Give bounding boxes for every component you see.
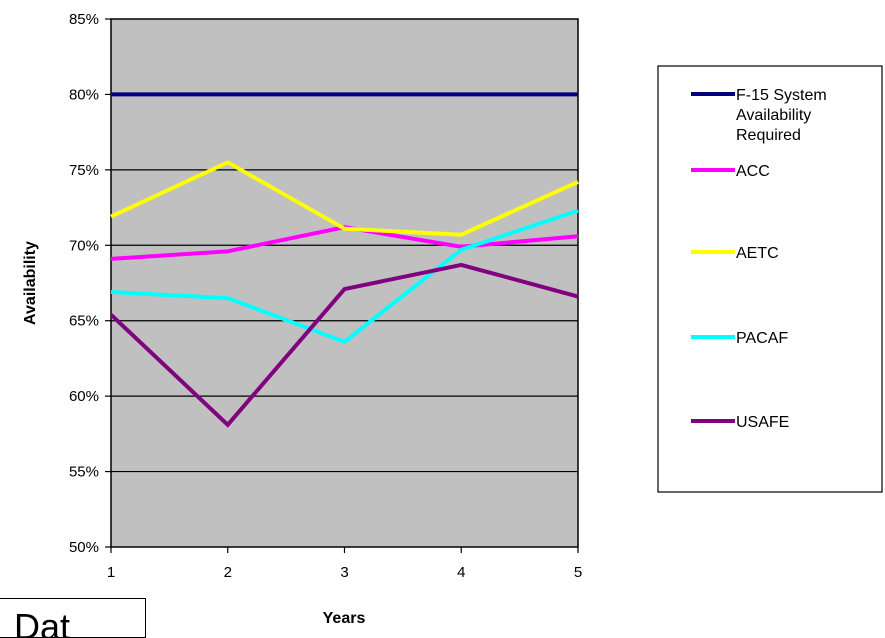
legend-label-aetc: AETC (736, 245, 779, 262)
y-axis-title: Availability (22, 241, 39, 325)
x-axis-title: Years (323, 610, 366, 627)
legend-entries: F-15 System Availability Required ACC AETC PA… (691, 87, 827, 431)
y-tick-label: 75% (69, 162, 99, 179)
x-tick-label: 4 (457, 564, 465, 581)
y-tick-label: 60% (69, 388, 99, 405)
x-tick-label: 1 (107, 564, 115, 581)
x-tick-label: 5 (574, 564, 582, 581)
y-tick-label: 70% (69, 237, 99, 254)
plot-area (110, 18, 579, 548)
series-line-usafe (109, 262, 579, 428)
x-tick-label: 3 (340, 564, 348, 581)
series-line-aetc (110, 160, 579, 237)
corner-label-text: Dat (14, 606, 71, 638)
legend: F-15 System Availability Required ACC AETC PA… (657, 65, 883, 493)
y-tick-label: 85% (69, 11, 99, 28)
legend-label-acc: ACC (736, 163, 770, 180)
y-axis-ticks: 50% 55% 60% 65% 70% 75% 80% 85% (69, 11, 111, 556)
series-lines (109, 92, 579, 428)
corner-label-box: Dat (0, 598, 146, 638)
y-tick-label: 50% (69, 539, 99, 556)
series-line-pacaf (110, 208, 579, 345)
y-tick-label: 65% (69, 313, 99, 330)
x-axis-ticks: 1 2 3 4 5 (107, 547, 582, 581)
x-tick-label: 2 (224, 564, 232, 581)
y-tick-label: 55% (69, 464, 99, 481)
y-tick-label: 80% (69, 86, 99, 103)
legend-label-usafe: USAFE (736, 414, 789, 431)
legend-label-pacaf: PACAF (736, 330, 788, 347)
legend-label-f-15-system-availability-required: F-15 System Availability Required (736, 87, 827, 144)
